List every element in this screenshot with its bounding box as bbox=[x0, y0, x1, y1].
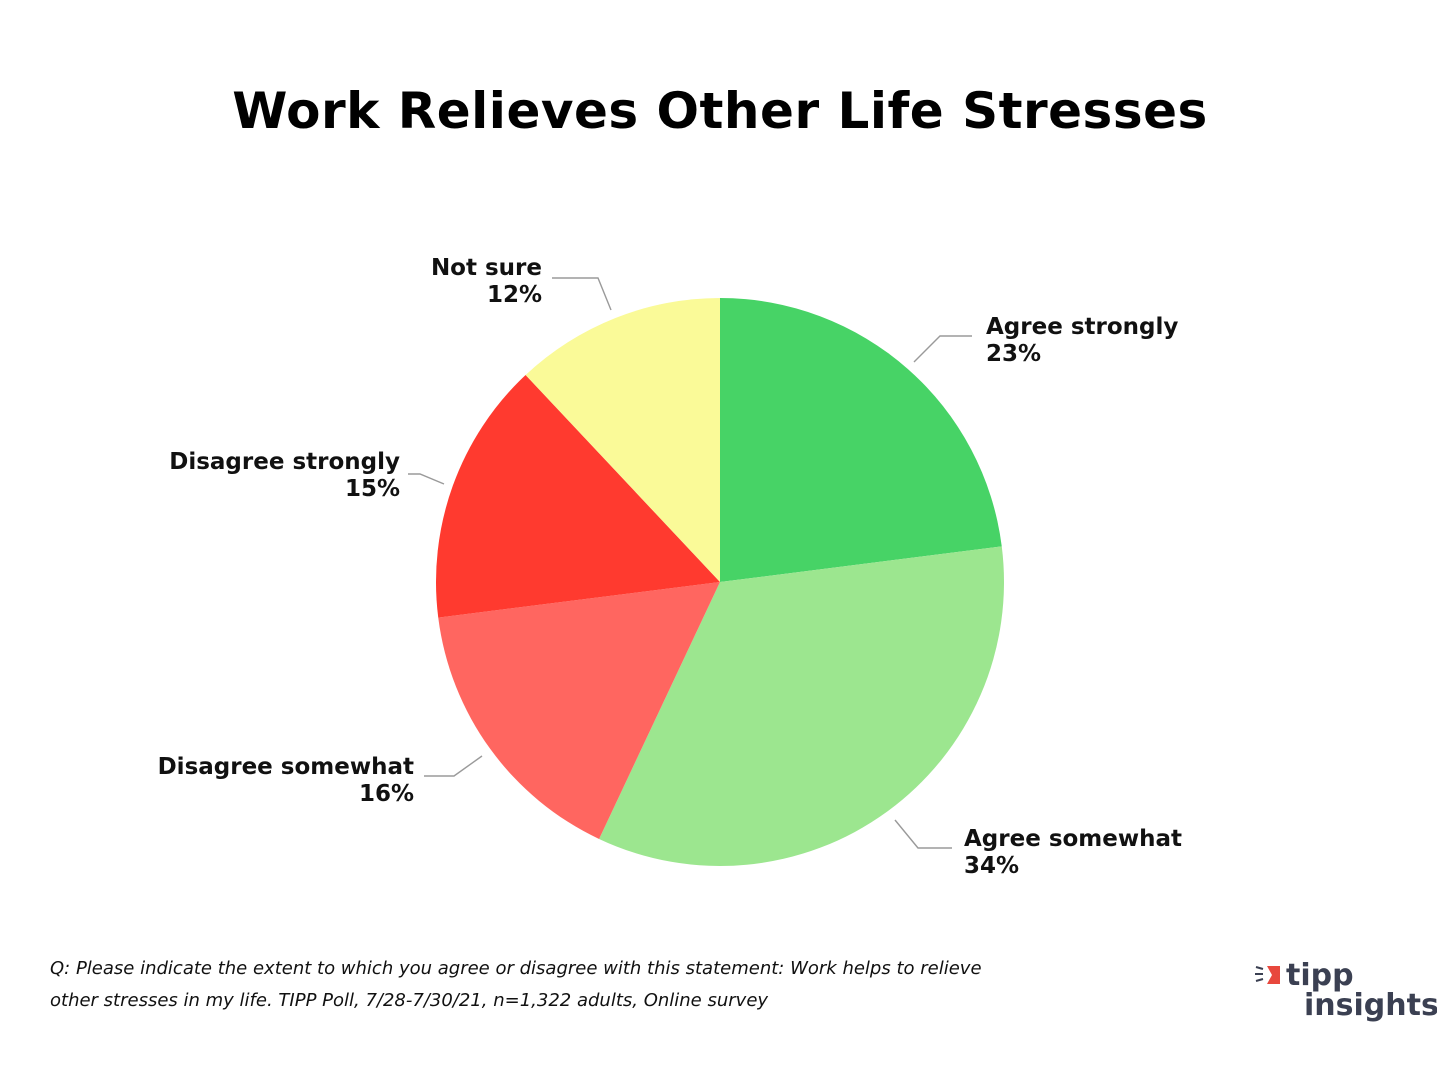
logo-text-insights: insights bbox=[1304, 988, 1437, 1023]
logo-mark-icon bbox=[1255, 966, 1280, 984]
logo-text-tipp: tipp bbox=[1286, 958, 1354, 993]
tipp-insights-logo: tipp insights bbox=[1255, 958, 1437, 1023]
slice-label-category: Agree somewhat bbox=[964, 826, 1182, 852]
survey-footnote: Q: Please indicate the extent to which y… bbox=[50, 953, 1110, 1017]
pie-slice-agree-strongly bbox=[720, 298, 1002, 582]
slice-label-percent: 34% bbox=[964, 853, 1019, 879]
leader-line bbox=[424, 755, 483, 777]
leader-line bbox=[894, 819, 952, 849]
pie-slice-disagree-strongly bbox=[436, 374, 720, 618]
slice-label-category: Disagree strongly bbox=[169, 449, 400, 475]
footnote-line-2: other stresses in my life. TIPP Poll, 7/… bbox=[50, 990, 769, 1011]
pie-slice-disagree-somewhat bbox=[438, 582, 720, 839]
leader-lines bbox=[408, 277, 972, 849]
slice-label-category: Agree strongly bbox=[986, 314, 1178, 340]
footnote-line-1: Q: Please indicate the extent to which y… bbox=[50, 958, 982, 979]
pie-slice-not-sure bbox=[525, 298, 720, 582]
pie-slices bbox=[436, 298, 1004, 866]
leader-line bbox=[552, 277, 612, 311]
leader-line bbox=[913, 335, 972, 363]
slice-label-category: Not sure bbox=[431, 255, 542, 281]
chart-title: Work Relieves Other Life Stresses bbox=[232, 82, 1208, 140]
slice-label-percent: 15% bbox=[345, 476, 400, 502]
leader-line bbox=[408, 473, 445, 485]
pie-slice-agree-somewhat bbox=[599, 546, 1004, 866]
slice-label-percent: 23% bbox=[986, 341, 1041, 367]
slice-label-percent: 16% bbox=[359, 781, 414, 807]
slice-label-percent: 12% bbox=[487, 282, 542, 308]
slice-label-category: Disagree somewhat bbox=[158, 754, 414, 780]
